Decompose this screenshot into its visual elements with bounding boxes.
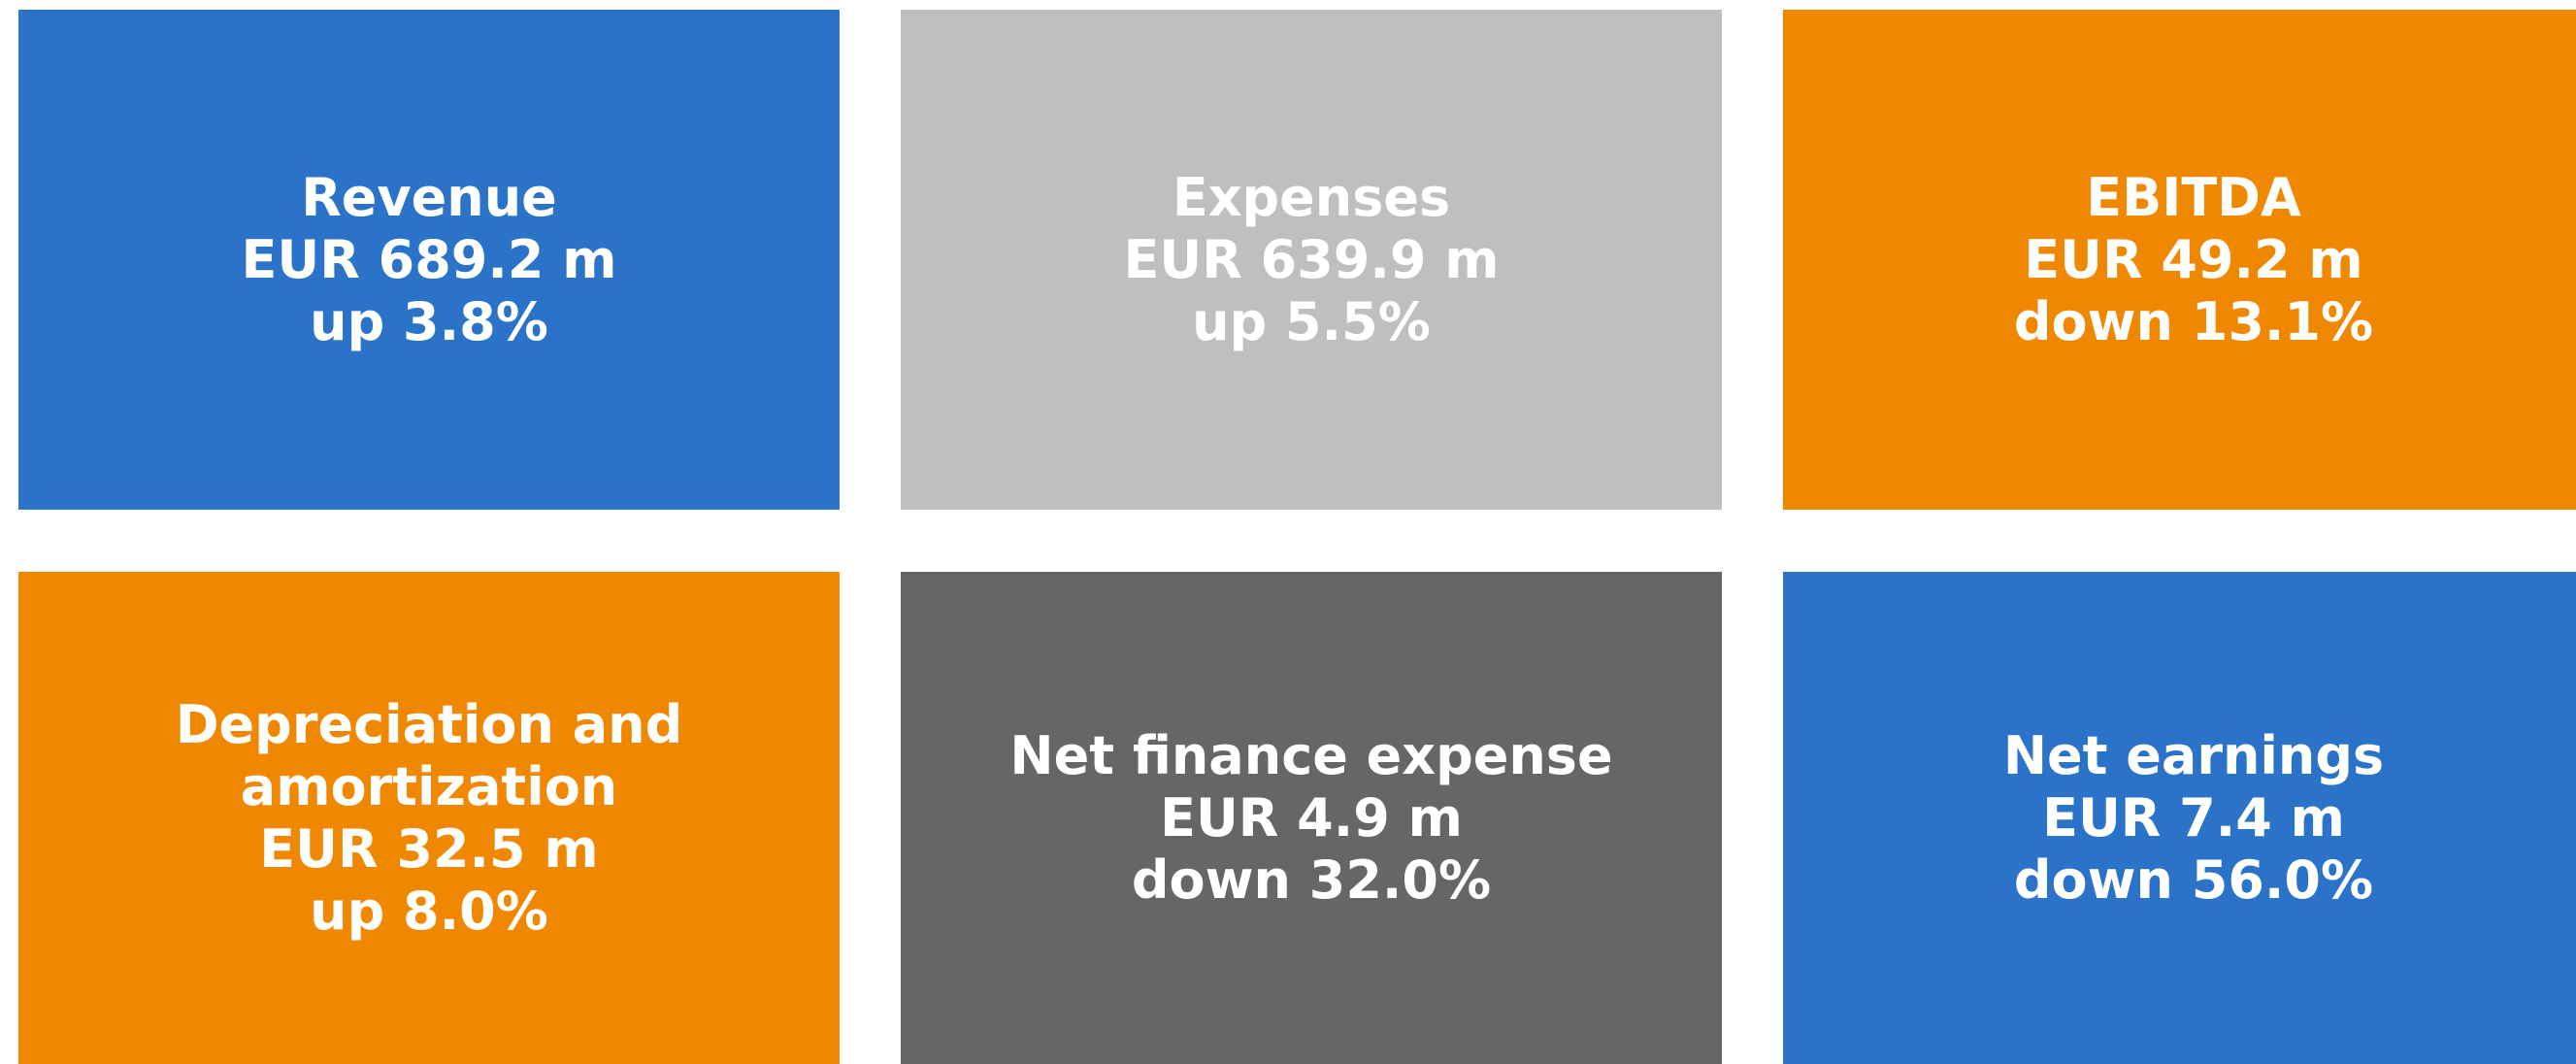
kpi-value: EUR 4.9 m: [1160, 786, 1463, 848]
kpi-change: down 32.0%: [1131, 848, 1492, 911]
kpi-change: up 3.8%: [310, 290, 548, 352]
kpi-value: EUR 7.4 m: [2042, 786, 2345, 848]
kpi-tile: EBITDA EUR 49.2 m down 13.1%: [1783, 10, 2576, 510]
kpi-value: EUR 689.2 m: [241, 228, 617, 290]
kpi-change: down 56.0%: [2013, 848, 2374, 911]
kpi-value: EUR 32.5 m: [259, 817, 599, 880]
kpi-title: Depreciation and amortization: [175, 693, 683, 817]
kpi-tile: Net earnings EUR 7.4 m down 56.0%: [1783, 572, 2576, 1064]
kpi-title: EBITDA: [2086, 166, 2301, 228]
kpi-value: EUR 639.9 m: [1123, 228, 1500, 290]
kpi-tile: Expenses EUR 639.9 m up 5.5%: [901, 10, 1722, 510]
kpi-title: Net finance expense: [1009, 724, 1613, 786]
kpi-title: Revenue: [301, 166, 557, 228]
kpi-change: up 8.0%: [310, 880, 548, 942]
kpi-value: EUR 49.2 m: [2024, 228, 2363, 290]
kpi-title: Expenses: [1172, 166, 1451, 228]
kpi-tile: Revenue EUR 689.2 m up 3.8%: [18, 10, 840, 510]
kpi-change: up 5.5%: [1192, 290, 1431, 352]
kpi-title: Net earnings: [2002, 724, 2385, 786]
kpi-change: down 13.1%: [2013, 290, 2374, 352]
kpi-tile: Net finance expense EUR 4.9 m down 32.0%: [901, 572, 1722, 1064]
